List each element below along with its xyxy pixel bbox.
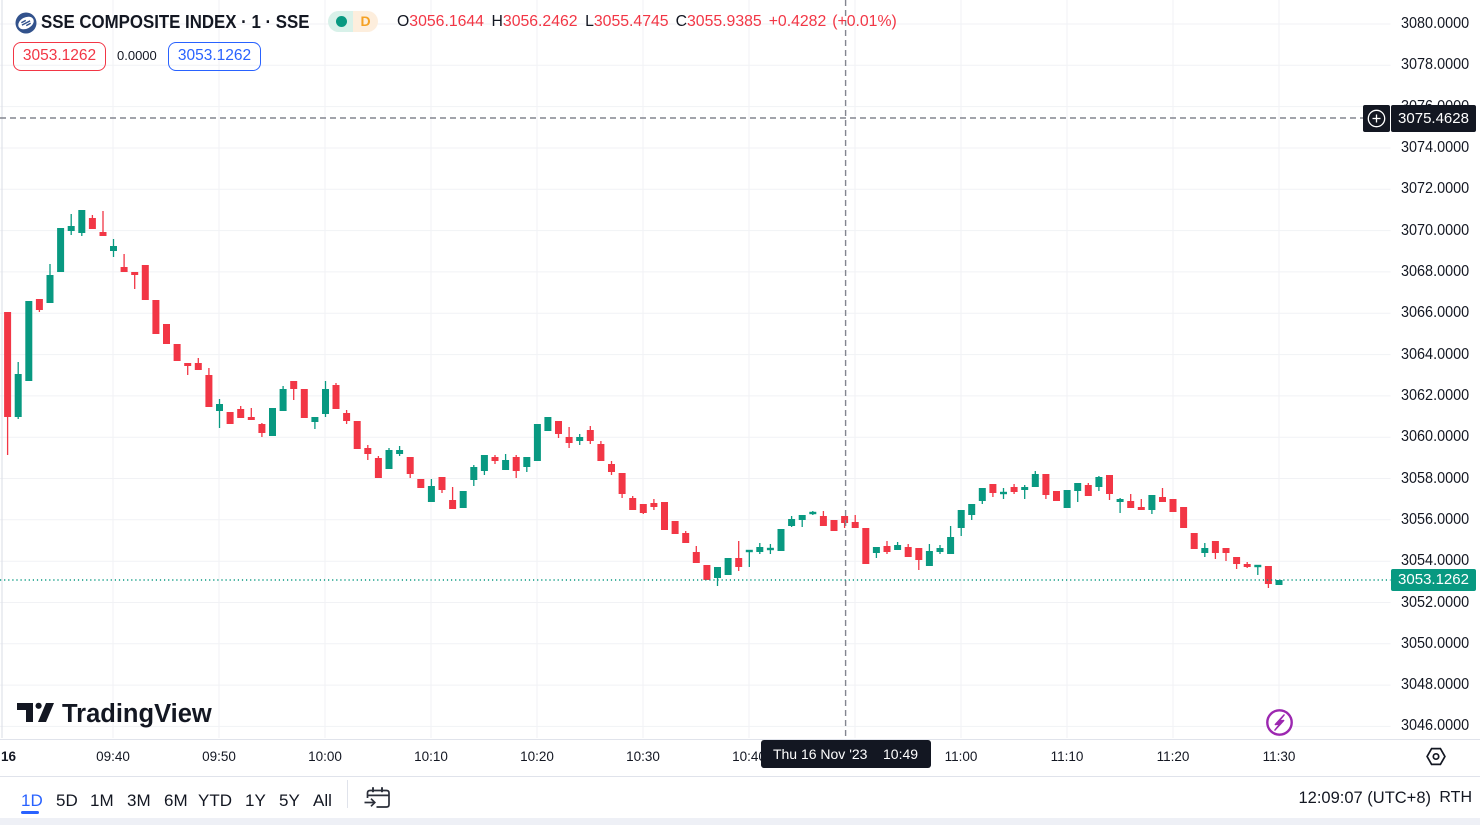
svg-text:TradingView: TradingView	[62, 701, 212, 728]
